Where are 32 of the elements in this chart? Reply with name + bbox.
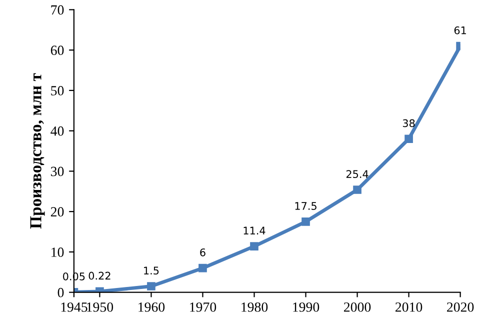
point (147, 282, 156, 290)
x-tick-label: 1950 (87, 302, 114, 312)
x-tick-label: 1990 (293, 302, 320, 312)
x-tick-label: 1945 (61, 302, 88, 312)
data-label: 6 (200, 248, 206, 256)
y-axis-title: Производство, млн т (30, 73, 45, 229)
data-label: 0.22 (88, 272, 110, 280)
x-tick-label: 2000 (344, 302, 371, 312)
x-tick-label: 2010 (396, 302, 422, 312)
data-label: 1.5 (144, 266, 159, 275)
data-label: 61 (454, 26, 466, 34)
y-tick-label: 70 (51, 5, 64, 15)
y-tick-label: 50 (51, 86, 64, 96)
point (302, 217, 310, 226)
point (353, 186, 362, 194)
y-tick-label: 40 (50, 126, 64, 136)
data-label: 11.4 (244, 226, 266, 234)
y-tick-label: 0 (58, 288, 64, 298)
data-label: 17.5 (295, 202, 316, 210)
x-tick-label: 1960 (138, 302, 165, 312)
data-label: 38 (402, 119, 415, 128)
y-tick-label: 30 (50, 166, 64, 176)
point (404, 134, 413, 144)
y-tick-label: 60 (50, 46, 64, 56)
x-tick-label: 2020 (447, 302, 474, 312)
y-tick-label: 10 (52, 248, 64, 257)
point (250, 242, 258, 250)
data-label: 25.4 (346, 170, 368, 178)
point (198, 264, 207, 272)
y-tick-label: 20 (50, 207, 64, 217)
x-tick-label: 1980 (242, 302, 268, 312)
x-tick-label: 1970 (190, 302, 216, 312)
